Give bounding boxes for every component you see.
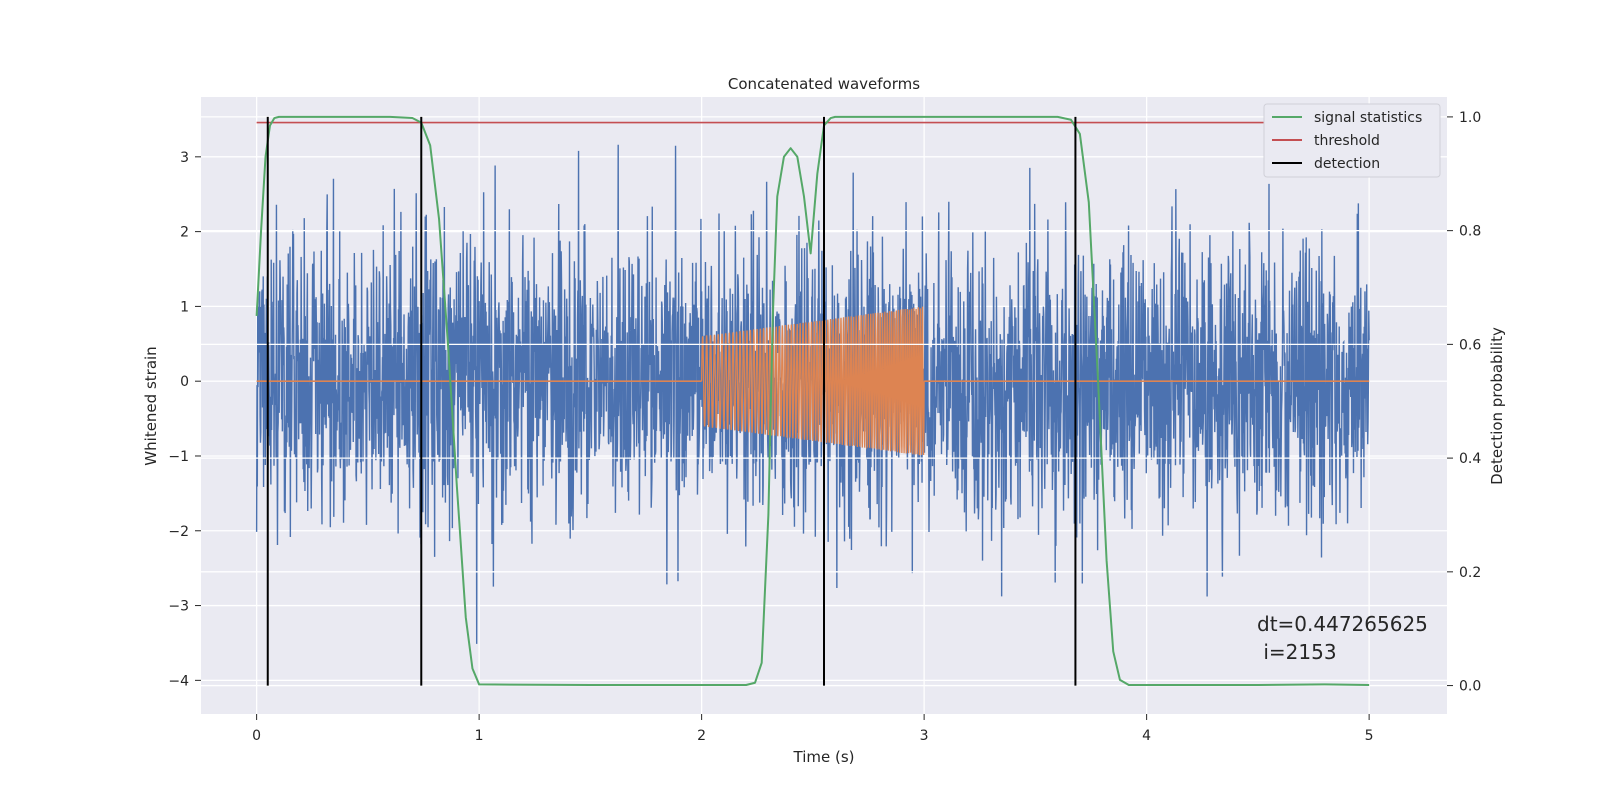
y2-tick-label-0: 0.0 <box>1459 679 1481 695</box>
y-ticks: −4 −3 −2 −1 0 1 2 3 <box>168 150 201 689</box>
y2-tick-label-4: 0.8 <box>1459 224 1481 240</box>
legend-label-signal-statistics: signal statistics <box>1314 110 1422 126</box>
y2-tick-label-5: 1.0 <box>1459 110 1481 126</box>
noise-series <box>255 144 1370 644</box>
annotation-dt: dt=0.447265625 <box>1257 612 1428 636</box>
x-tick-label-2: 2 <box>697 728 706 744</box>
x-tick-label-0: 0 <box>252 728 261 744</box>
x-tick-label-4: 4 <box>1142 728 1151 744</box>
x-tick-label-1: 1 <box>475 728 484 744</box>
y-tick-label-7: 3 <box>180 150 189 166</box>
y2-ticks: 0.0 0.2 0.4 0.6 0.8 1.0 <box>1447 110 1481 695</box>
annotation-index: i=2153 <box>1257 640 1337 664</box>
signal-statistics-series <box>255 115 1370 686</box>
y-tick-label-1: −3 <box>168 599 189 615</box>
y-tick-label-3: −1 <box>168 449 189 465</box>
detection-series <box>266 116 1077 686</box>
x-tick-label-3: 3 <box>920 728 929 744</box>
legend-box <box>1263 103 1441 178</box>
injected-series <box>256 306 1370 456</box>
legend-label-threshold: threshold <box>1314 133 1380 149</box>
chart-title: Concatenated waveforms <box>728 75 920 93</box>
x-tick-label-5: 5 <box>1365 728 1374 744</box>
signal-statistics-line <box>255 115 1370 686</box>
y2-axis-label: Detection probability <box>1488 327 1506 485</box>
y-tick-label-0: −4 <box>168 673 189 689</box>
legend: signal statistics threshold detection <box>1263 103 1441 178</box>
y2-tick-label-2: 0.4 <box>1459 451 1481 467</box>
y2-tick-label-3: 0.6 <box>1459 337 1481 353</box>
y-tick-label-2: −2 <box>168 524 189 540</box>
x-axis-label: Time (s) <box>793 748 855 766</box>
y-tick-label-4: 0 <box>180 374 189 390</box>
noise-line <box>255 144 1370 644</box>
y2-tick-label-1: 0.2 <box>1459 565 1481 581</box>
x-ticks: 0 1 2 3 4 5 <box>252 714 1374 744</box>
y-tick-label-6: 2 <box>180 225 189 241</box>
y-axis-label: Whitened strain <box>142 346 160 465</box>
y-tick-label-5: 1 <box>180 299 189 315</box>
injected-chirp-line <box>700 306 925 456</box>
legend-label-detection: detection <box>1314 156 1380 172</box>
